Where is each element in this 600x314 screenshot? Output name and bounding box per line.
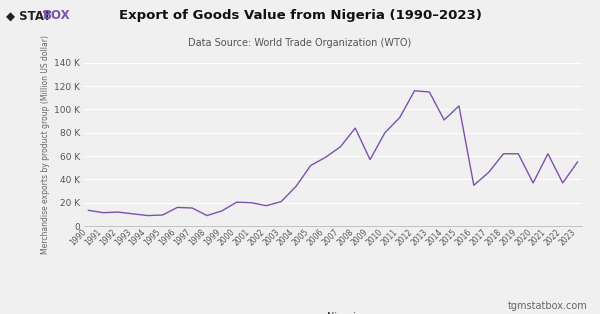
Text: ◆ STAT: ◆ STAT [6, 9, 51, 22]
Text: Data Source: World Trade Organization (WTO): Data Source: World Trade Organization (W… [188, 38, 412, 48]
Text: tgmstatbox.com: tgmstatbox.com [508, 301, 588, 311]
Legend: Nigeria: Nigeria [304, 312, 362, 314]
Text: BOX: BOX [43, 9, 71, 22]
Y-axis label: Merchandise exports by product group (Million US dollar): Merchandise exports by product group (Mi… [41, 35, 50, 254]
Text: Export of Goods Value from Nigeria (1990–2023): Export of Goods Value from Nigeria (1990… [119, 9, 481, 22]
